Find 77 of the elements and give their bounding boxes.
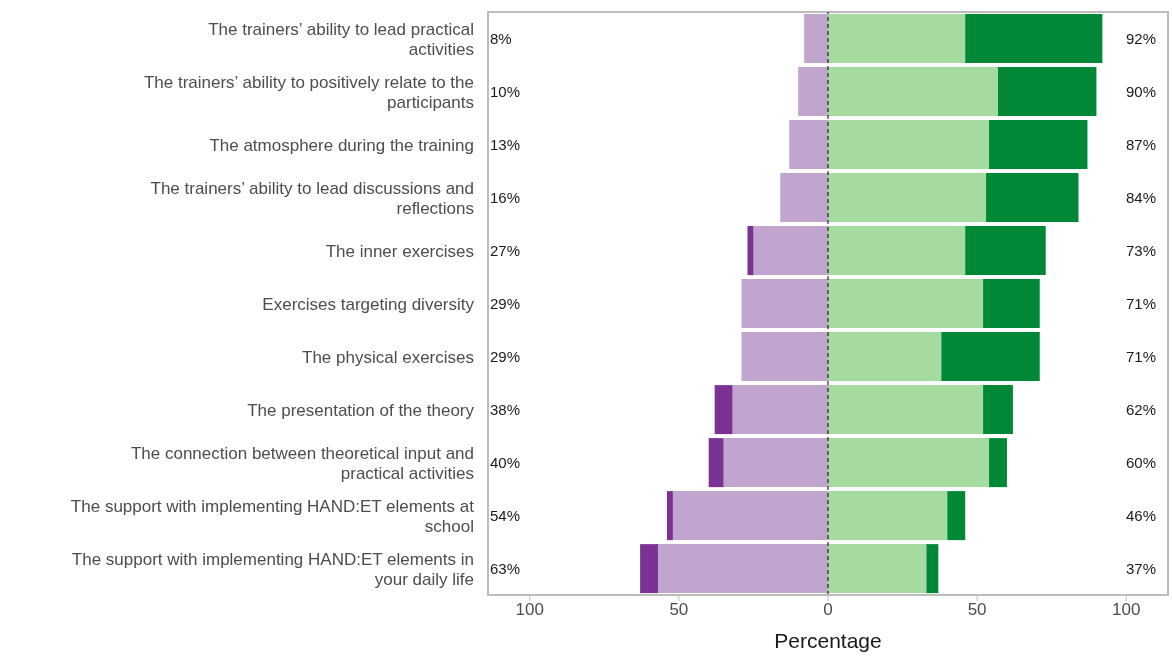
bar xyxy=(666,491,673,541)
bar xyxy=(741,332,828,382)
text: 13% xyxy=(490,136,521,153)
bar xyxy=(640,544,658,594)
bar xyxy=(983,385,1013,435)
y-tick-label: The connection between theoretical input and practical activities xyxy=(130,443,474,482)
bar xyxy=(828,279,984,329)
text: 71% xyxy=(1125,295,1156,312)
y-tick-label: The presentation of the theory xyxy=(247,400,475,419)
bar xyxy=(947,491,966,541)
bar xyxy=(658,544,828,594)
bar xyxy=(828,14,966,64)
x-tick-label: 50 xyxy=(967,600,987,620)
bar xyxy=(828,544,927,594)
text: 90% xyxy=(1125,83,1156,100)
bar xyxy=(798,67,828,117)
text: 71% xyxy=(1125,348,1156,365)
bar xyxy=(732,385,828,435)
bar xyxy=(965,14,1103,64)
bar xyxy=(828,67,998,117)
text: 60% xyxy=(1125,454,1156,471)
text: 16% xyxy=(490,189,521,206)
bar xyxy=(828,226,966,276)
text: 27% xyxy=(490,242,521,259)
x-tick-label: 50 xyxy=(669,600,689,620)
bar xyxy=(828,332,942,382)
bar xyxy=(828,438,990,488)
bar xyxy=(804,14,828,64)
text: 29% xyxy=(490,295,521,312)
bar xyxy=(672,491,828,541)
text: 46% xyxy=(1125,507,1156,524)
bar xyxy=(741,279,828,329)
x-tick-label: 0 xyxy=(823,600,833,620)
y-tick-label: The physical exercises xyxy=(302,347,474,366)
y-tick-label: The trainers’ ability to lead discussions and reflections xyxy=(150,178,474,217)
x-tick-label: 100 xyxy=(1112,600,1141,620)
text: 62% xyxy=(1125,401,1156,418)
text: 87% xyxy=(1125,136,1156,153)
bar xyxy=(828,385,984,435)
bar xyxy=(828,173,987,223)
text: 8% xyxy=(490,30,512,47)
text: 63% xyxy=(490,560,521,577)
text: 38% xyxy=(490,401,521,418)
bar xyxy=(941,332,1040,382)
text: 84% xyxy=(1125,189,1156,206)
text: 40% xyxy=(490,454,521,471)
x-tick-label: 100 xyxy=(515,600,544,620)
text: 73% xyxy=(1125,242,1156,259)
bar xyxy=(828,120,990,170)
text: 10% xyxy=(490,83,521,100)
bar xyxy=(965,226,1046,276)
text: 92% xyxy=(1125,30,1156,47)
y-tick-label: Exercises targeting diversity xyxy=(262,294,475,313)
text: 54% xyxy=(490,507,521,524)
bar xyxy=(989,438,1007,488)
bar xyxy=(998,67,1097,117)
x-axis-title: Percentage xyxy=(774,628,882,652)
y-tick-label: The inner exercises xyxy=(325,241,474,260)
bar xyxy=(989,120,1088,170)
y-tick-label: The support with implementing HAND:ET elements at school xyxy=(70,496,475,535)
bar xyxy=(926,544,939,594)
bar xyxy=(789,120,828,170)
y-tick-label: The trainers’ ability to lead practical activities xyxy=(208,19,474,58)
bar xyxy=(723,438,828,488)
bar xyxy=(780,173,828,223)
text: 37% xyxy=(1125,560,1156,577)
text: 29% xyxy=(490,348,521,365)
bar xyxy=(714,385,733,435)
y-tick-label: The atmosphere during the training xyxy=(209,135,474,154)
bar xyxy=(983,279,1040,329)
bar xyxy=(747,226,754,276)
y-tick-label: The trainers’ ability to positively relate to the participants xyxy=(143,72,474,111)
bar xyxy=(708,438,724,488)
bar xyxy=(986,173,1079,223)
bar xyxy=(753,226,828,276)
bar xyxy=(828,491,948,541)
y-tick-label: The support with implementing HAND:ET elements in your daily life xyxy=(71,549,474,588)
